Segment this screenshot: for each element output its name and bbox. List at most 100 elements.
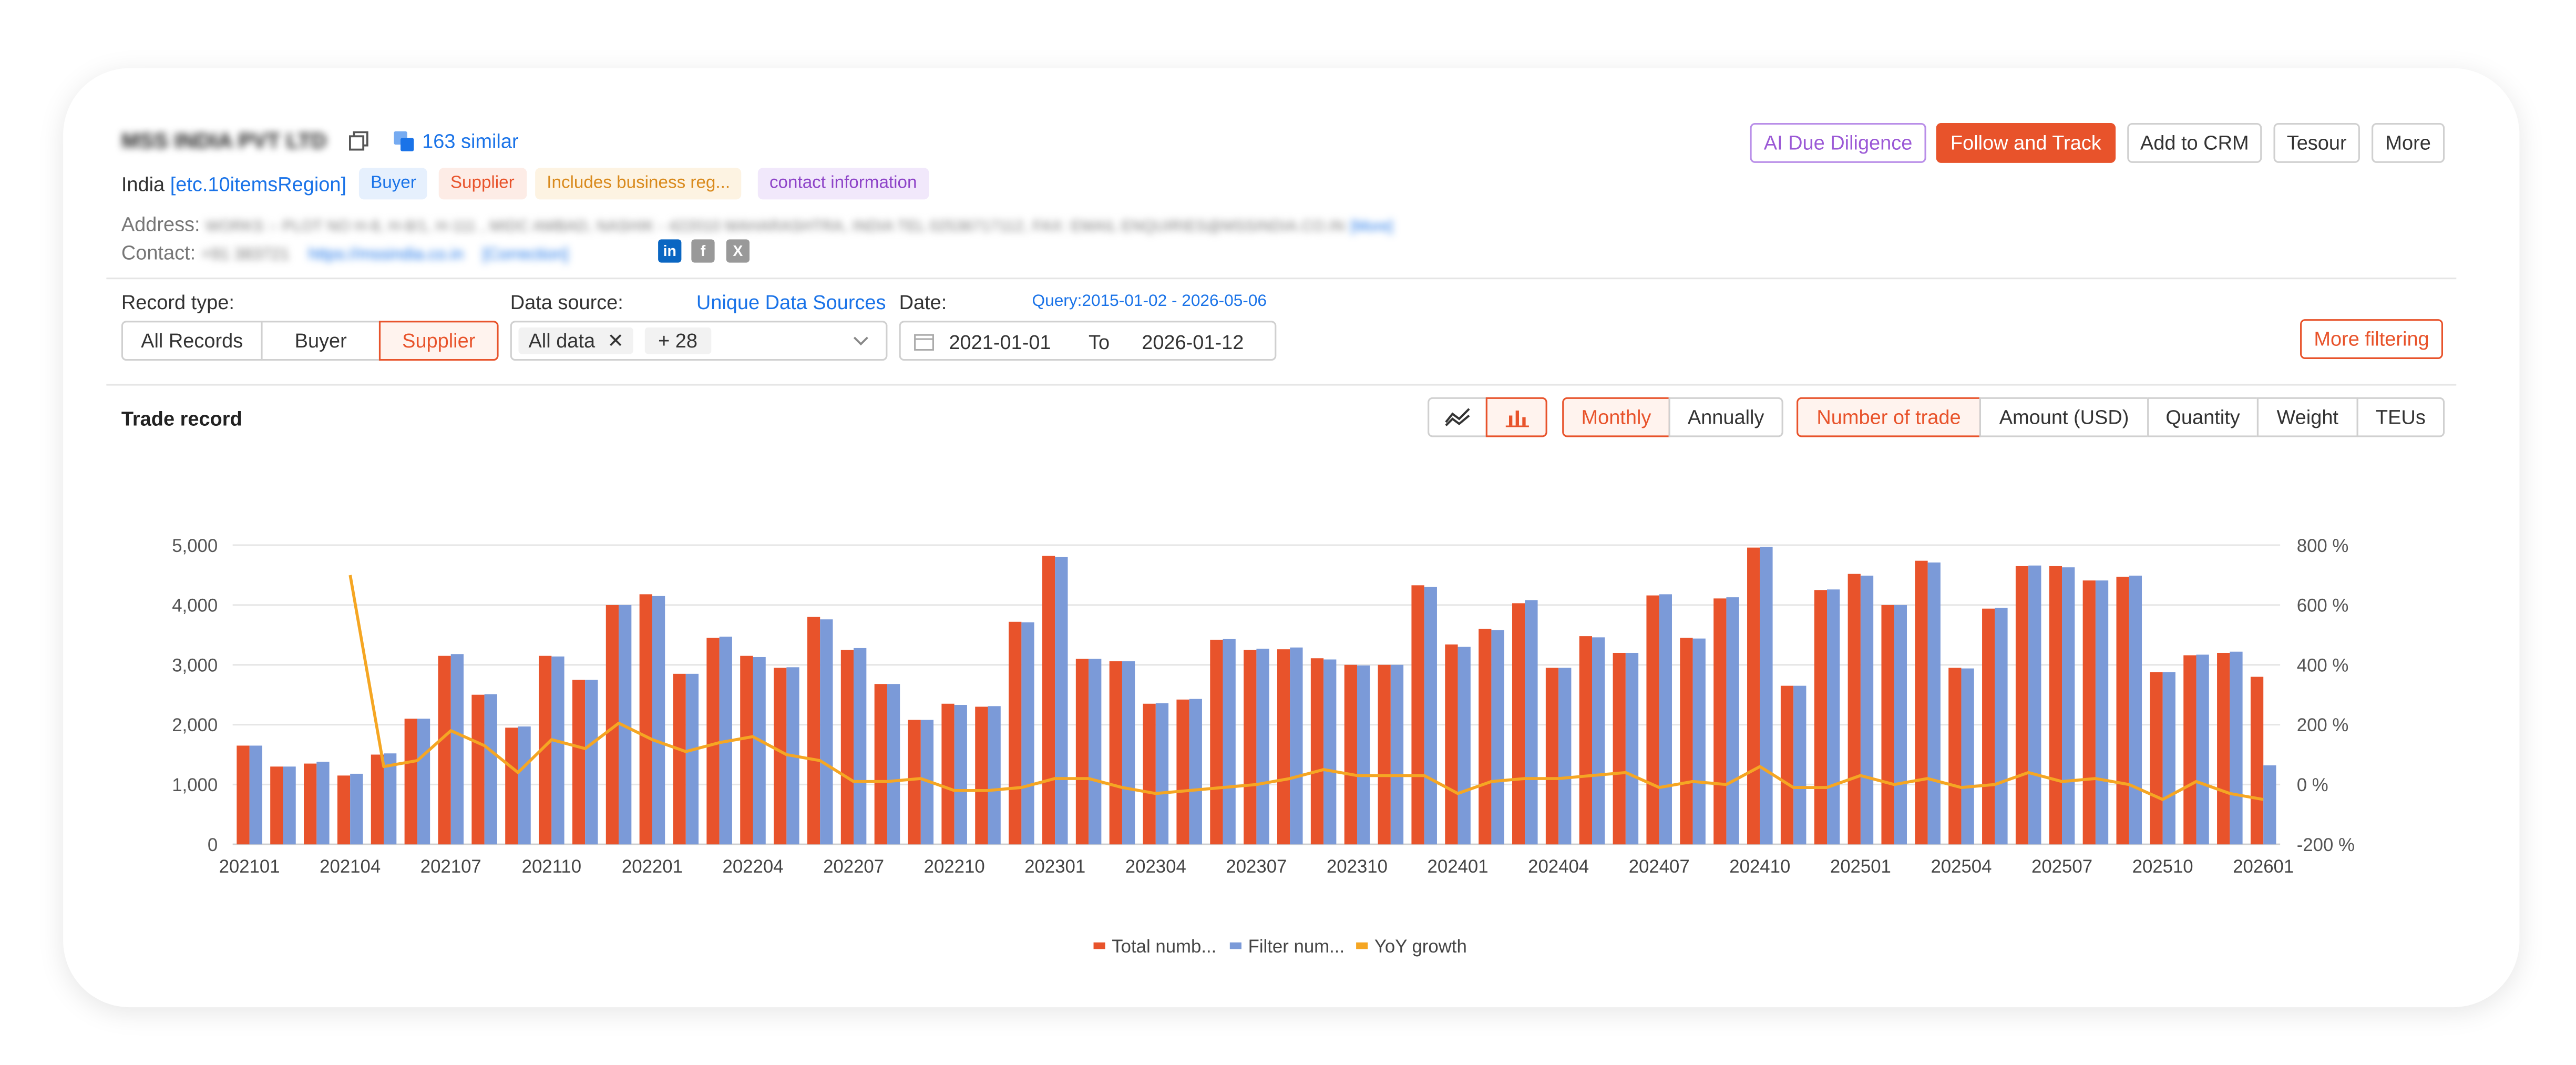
bar-total xyxy=(2250,677,2264,845)
bar-total xyxy=(1915,560,1928,845)
x-tick-label: 202307 xyxy=(1226,857,1287,877)
address-more-link[interactable]: [More] xyxy=(1350,218,1393,234)
add-to-crm-button[interactable]: Add to CRM xyxy=(2127,122,2262,163)
date-to-label: To xyxy=(1089,331,1110,354)
line-chart-toggle[interactable] xyxy=(1428,397,1487,437)
more-button[interactable]: More xyxy=(2372,122,2445,163)
bar-total xyxy=(1948,668,1962,845)
legend-label: Total numb... xyxy=(1112,937,1216,957)
contact-correction-link[interactable]: [Correction] xyxy=(482,245,569,264)
record-type-supplier[interactable]: Supplier xyxy=(378,321,499,361)
record-type-buyer[interactable]: Buyer xyxy=(261,321,381,361)
line-chart-icon xyxy=(1445,408,1470,426)
period-monthly[interactable]: Monthly xyxy=(1562,397,1670,437)
bar-total xyxy=(1244,650,1257,845)
unique-data-sources-link[interactable]: Unique Data Sources xyxy=(696,291,886,314)
address-label: Address: xyxy=(121,212,200,236)
contact-website-link[interactable]: https://mssindia.co.in xyxy=(308,245,464,264)
bar-total xyxy=(1310,658,1324,845)
bar-total xyxy=(337,775,351,845)
address-value: WORKS :- PLOT NO H-8, H-8/1, H-111 , MID… xyxy=(206,218,1345,234)
x-icon[interactable]: X xyxy=(726,239,750,263)
bar-total xyxy=(1445,644,1458,845)
x-tick-label: 202507 xyxy=(2031,857,2092,877)
period-annually[interactable]: Annually xyxy=(1668,397,1783,437)
close-icon[interactable]: ✕ xyxy=(607,329,624,353)
bar-filter xyxy=(1055,557,1068,845)
chart-axes: 0 1,000 2,000 3,000 4,000 5,000 -200 % 0 % 200 %… xyxy=(172,536,2355,877)
bar-total xyxy=(2116,577,2129,845)
bar-filter xyxy=(1995,608,2008,845)
bar-total xyxy=(1646,595,1659,845)
bar-filter xyxy=(820,619,833,845)
y2-tick-label: 0 % xyxy=(2297,775,2328,795)
bar-filter xyxy=(2162,672,2175,845)
ai-due-diligence-button[interactable]: AI Due Diligence xyxy=(1750,122,1926,163)
bar-filter xyxy=(2095,580,2109,845)
more-filtering-button[interactable]: More filtering xyxy=(2300,319,2443,359)
bar-filter xyxy=(2230,651,2243,845)
data-source-select[interactable]: All data ✕ + 28 xyxy=(510,321,888,361)
bar-filter xyxy=(249,745,262,845)
bar-total xyxy=(840,650,854,845)
tesour-button[interactable]: Tesour xyxy=(2273,122,2360,163)
bar-filter xyxy=(1692,638,1706,845)
similar-companies-link[interactable]: 163 similar xyxy=(394,130,519,153)
bar-total xyxy=(471,694,485,845)
date-from[interactable]: 2021-01-01 xyxy=(949,331,1051,354)
bar-total xyxy=(1176,699,1189,845)
bar-filter xyxy=(1390,664,1404,845)
x-tick-label: 202207 xyxy=(823,857,884,877)
bar-total xyxy=(505,728,518,845)
bar-total xyxy=(1344,664,1357,845)
bar-filter xyxy=(1659,594,1672,845)
bar-filter xyxy=(1458,647,1471,845)
x-tick-label: 202204 xyxy=(722,857,783,877)
bar-total xyxy=(1747,547,1760,845)
x-tick-label: 202601 xyxy=(2233,857,2294,877)
chevron-down-icon xyxy=(853,336,868,346)
date-range-picker[interactable]: 2021-01-01 To 2026-01-12 xyxy=(899,321,1277,361)
bar-filter xyxy=(1961,668,1974,845)
bar-filter xyxy=(1793,685,1807,845)
bar-total xyxy=(237,745,250,845)
bar-total xyxy=(874,684,887,845)
facebook-icon[interactable]: f xyxy=(691,239,715,263)
y-tick-label: 5,000 xyxy=(172,536,218,556)
bar-filter xyxy=(1525,600,1538,845)
company-name[interactable]: MSS INDIA PVT LTD xyxy=(121,128,327,153)
bar-total xyxy=(1545,668,1559,845)
bar-total xyxy=(1479,629,1492,845)
address-line: Address: WORKS :- PLOT NO H-8, H-8/1, H-… xyxy=(121,213,1393,236)
bar-filter xyxy=(2196,654,2209,845)
bar-total xyxy=(371,754,384,845)
bar-filter xyxy=(1189,699,1202,845)
bar-filter xyxy=(2062,567,2075,845)
copy-icon[interactable] xyxy=(348,131,369,151)
tag-buyer: Buyer xyxy=(358,168,428,200)
metric-teus[interactable]: TEUs xyxy=(2356,397,2445,437)
x-tick-label: 202401 xyxy=(1428,857,1489,877)
query-range: Query:2015-01-02 - 2026-05-06 xyxy=(1032,292,1267,311)
bar-total xyxy=(1210,639,1223,845)
x-tick-label: 202101 xyxy=(219,857,280,877)
bar-filter xyxy=(1558,668,1572,845)
metric-number-of-trade[interactable]: Number of trade xyxy=(1797,397,1981,437)
x-tick-label: 202107 xyxy=(420,857,481,877)
y2-tick-label: 400 % xyxy=(2297,656,2349,675)
x-tick-label: 202501 xyxy=(1830,857,1891,877)
bar-filter xyxy=(1323,659,1337,845)
linkedin-icon[interactable]: in xyxy=(658,239,682,263)
region-link[interactable]: [etc.10itemsRegion] xyxy=(170,172,347,197)
chart-bars xyxy=(237,547,2276,845)
bar-filter xyxy=(1760,547,1773,845)
date-to[interactable]: 2026-01-12 xyxy=(1142,331,1244,354)
bar-chart-toggle[interactable] xyxy=(1485,397,1547,437)
date-label: Date: xyxy=(899,291,947,314)
follow-and-track-button[interactable]: Follow and Track xyxy=(1936,122,2116,163)
bar-filter xyxy=(954,705,967,845)
legend-label: YoY growth xyxy=(1374,937,1467,957)
metric-amount-usd[interactable]: Amount (USD) xyxy=(1979,397,2149,437)
bar-filter xyxy=(585,680,598,845)
